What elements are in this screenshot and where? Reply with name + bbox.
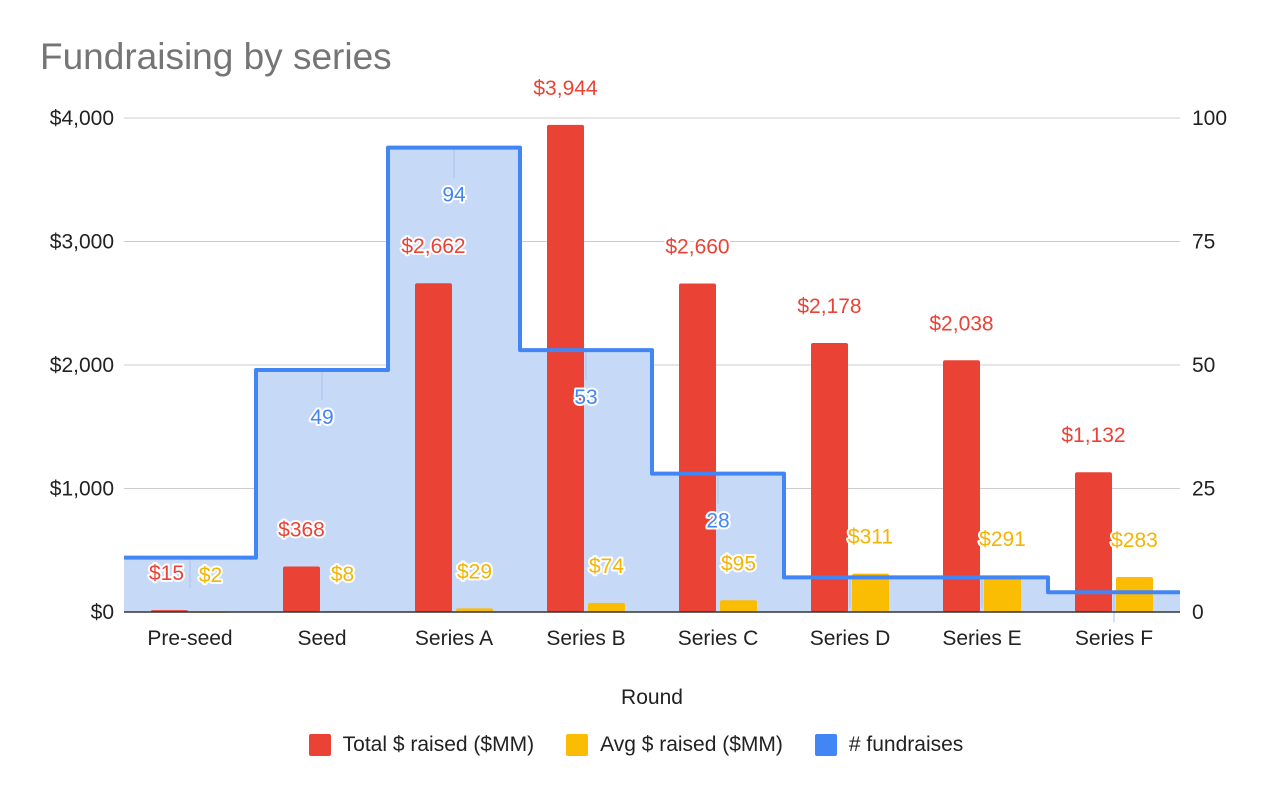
legend-item-total: Total $ raised ($MM): [308, 733, 535, 757]
label-avg: $2: [199, 564, 222, 587]
label-total: $2,660: [665, 235, 729, 258]
bar-avg: [984, 576, 1021, 612]
label-total: $1,132: [1061, 424, 1125, 447]
label-avg: $283: [1111, 529, 1158, 552]
y-tick-left: $3,000: [50, 231, 114, 254]
x-tick-label: Seed: [297, 627, 346, 650]
label-fundraises: 28: [706, 510, 729, 533]
bar-total: [679, 283, 716, 612]
bar-total: [415, 283, 452, 612]
label-avg: $74: [589, 555, 624, 578]
y-tick-right: 100: [1192, 107, 1227, 130]
legend: Total $ raised ($MM) Avg $ raised ($MM) …: [0, 733, 1272, 757]
label-total: $2,038: [929, 312, 993, 335]
label-total: $2,662: [401, 235, 465, 258]
x-tick-label: Series B: [546, 627, 625, 650]
x-axis-title: Round: [621, 686, 683, 709]
bar-avg: [456, 608, 493, 612]
y-tick-left: $2,000: [50, 354, 114, 377]
y-tick-left: $4,000: [50, 107, 114, 130]
chart-title: Fundraising by series: [40, 36, 392, 77]
legend-item-avg: Avg $ raised ($MM): [566, 733, 783, 757]
label-avg: $311: [848, 526, 893, 549]
y-tick-left: $1,000: [50, 478, 114, 501]
label-avg: $95: [721, 552, 756, 575]
legend-label-avg: Avg $ raised ($MM): [600, 733, 783, 756]
label-total: $2,178: [797, 295, 861, 318]
legend-item-count: # fundraises: [814, 733, 964, 757]
y-tick-right: 25: [1192, 478, 1215, 501]
legend-swatch-total: [308, 734, 331, 756]
x-tick-label: Series D: [810, 627, 891, 650]
label-fundraises: 53: [574, 386, 597, 409]
label-total: $3,944: [533, 77, 598, 100]
bar-total: [943, 360, 980, 612]
label-avg: $29: [457, 560, 492, 583]
x-tick-label: Pre-seed: [147, 627, 232, 650]
legend-label-count: # fundraises: [848, 733, 964, 756]
label-avg: $8: [331, 563, 354, 586]
bar-total: [811, 343, 848, 612]
y-tick-left: $0: [91, 601, 114, 624]
x-tick-label: Series A: [415, 627, 493, 650]
label-total: $15: [149, 562, 184, 585]
legend-swatch-avg: [566, 734, 589, 756]
y-tick-right: 50: [1192, 354, 1215, 377]
bar-avg: [588, 602, 625, 612]
bar-avg: [1116, 577, 1153, 612]
label-avg: $291: [979, 528, 1026, 551]
bar-total: [547, 124, 584, 612]
label-fundraises: 94: [442, 184, 466, 207]
bar-avg: [720, 600, 757, 612]
bar-total: [1075, 472, 1112, 612]
label-fundraises: 49: [310, 406, 333, 429]
legend-swatch-count: [814, 734, 837, 756]
label-total: $368: [278, 519, 325, 542]
y-tick-right: 0: [1192, 601, 1204, 624]
bar-avg: [852, 573, 889, 612]
fundraises-line: [124, 145, 1180, 595]
legend-label-total: Total $ raised ($MM): [342, 733, 535, 756]
bar-total: [283, 566, 320, 612]
x-tick-label: Series E: [942, 627, 1021, 650]
x-tick-label: Series F: [1075, 627, 1153, 650]
y-tick-right: 75: [1192, 231, 1215, 254]
x-tick-label: Series C: [678, 627, 759, 650]
